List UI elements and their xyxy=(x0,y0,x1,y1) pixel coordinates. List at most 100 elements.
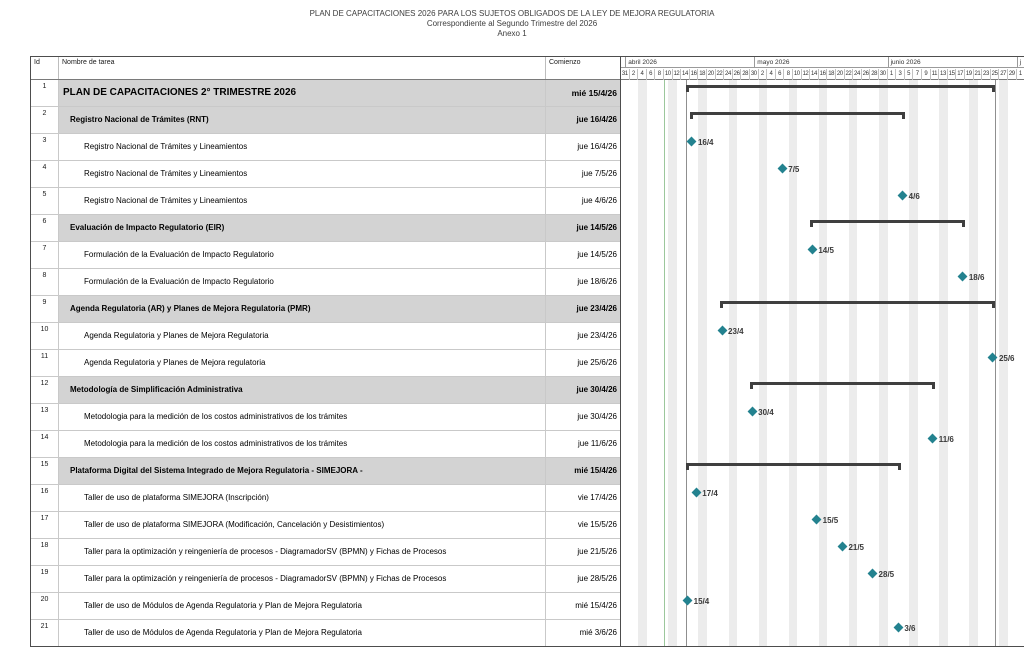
task-start-cell: jue 14/5/26 xyxy=(546,215,620,241)
report-annex: Anexo 1 xyxy=(497,29,527,38)
task-row: 21 Taller de uso de Módulos de Agenda Reg… xyxy=(31,620,620,646)
day-tick: 22 xyxy=(716,69,725,80)
day-tick: 27 xyxy=(999,69,1008,80)
day-tick: 8 xyxy=(784,69,793,80)
task-row: 16 Taller de uso de plataforma SIMEJORA (… xyxy=(31,485,620,512)
task-row: 18 Taller para la optimización y reingeni… xyxy=(31,539,620,566)
task-name-cell: Metodologia para la medición de los cost… xyxy=(59,431,546,457)
task-row: 2 Registro Nacional de Trámites (RNT) jue … xyxy=(31,107,620,134)
task-row: 19 Taller para la optimización y reingeni… xyxy=(31,566,620,593)
milestone-date-label: 16/4 xyxy=(697,137,714,147)
task-name-cell: Agenda Regulatoria y Planes de Mejora re… xyxy=(59,350,546,376)
task-row: 13 Metodologia para la medición de los co… xyxy=(31,404,620,431)
milestone-diamond xyxy=(957,271,968,282)
day-tick: 30 xyxy=(879,69,888,80)
day-tick: 21 xyxy=(974,69,983,80)
task-name-cell: Evaluación de Impacto Regulatorio (EIR) xyxy=(59,215,546,241)
milestone-date-label: 28/5 xyxy=(878,569,895,579)
task-start-cell: vie 17/4/26 xyxy=(577,493,617,502)
task-id-cell: 20 xyxy=(31,593,59,619)
task-table: Id Nombre de tarea Comienzo 1 PLAN DE CAP… xyxy=(30,56,621,647)
day-tick: 1 xyxy=(888,69,897,80)
weekend-stripe xyxy=(848,80,858,646)
task-row: 10 Agenda Regulatoria y Planes de Mejora … xyxy=(31,323,620,350)
task-id-cell: 10 xyxy=(31,323,59,349)
weekend-stripe xyxy=(939,80,948,646)
day-tick: 31 xyxy=(621,69,630,80)
day-tick: 26 xyxy=(733,69,742,80)
weekend-stripe xyxy=(879,80,888,646)
task-id-cell: 7 xyxy=(31,242,59,268)
day-tick: 22 xyxy=(845,69,854,80)
milestone-diamond xyxy=(897,190,908,201)
task-name-cell: Metodologia para la medición de los cost… xyxy=(59,404,546,430)
milestone-diamond xyxy=(686,136,697,147)
day-tick: 1 xyxy=(1017,69,1024,80)
task-name-cell: Taller para la optimización y reingenier… xyxy=(59,566,546,592)
project-finish-line xyxy=(995,80,997,646)
day-tick: 6 xyxy=(776,69,785,80)
task-name-cell: Taller para la optimización y reingenier… xyxy=(59,539,546,565)
milestone-date-label: 4/6 xyxy=(908,191,920,201)
task-row: 5 Registro Nacional de Trámites y Lineami… xyxy=(31,188,620,215)
task-start-cell: jue 30/4/26 xyxy=(546,377,620,403)
weekend-stripe xyxy=(999,80,1008,646)
task-start-cell: jue 23/4/26 xyxy=(577,331,617,340)
summary-bar xyxy=(750,382,935,389)
task-id-cell: 9 xyxy=(31,296,59,322)
weekend-stripe xyxy=(728,80,738,646)
month-label: junio 2026 xyxy=(887,57,1017,68)
milestone-date-label: 18/6 xyxy=(968,272,985,282)
gantt-timescale-header: abril 2026 mayo 2026 junio 2026 j 31 2 4 6 8 10 1… xyxy=(621,57,1024,80)
day-tick: 23 xyxy=(982,69,991,80)
milestone-date-label: 11/6 xyxy=(938,434,954,444)
month-label: mayo 2026 xyxy=(754,57,887,68)
task-start-cell: mié 15/4/26 xyxy=(546,458,620,484)
milestone-diamond xyxy=(717,325,727,336)
milestone-diamond xyxy=(682,595,693,606)
day-tick: 13 xyxy=(939,69,948,80)
task-name-cell: Registro Nacional de Trámites y Lineamie… xyxy=(59,161,546,187)
day-tick: 3 xyxy=(896,69,905,80)
milestone-date-label: 14/5 xyxy=(818,245,834,255)
summary-bar xyxy=(685,85,996,92)
task-row: 20 Taller de uso de Módulos de Agenda Reg… xyxy=(31,593,620,620)
task-id-cell: 13 xyxy=(31,404,59,430)
day-tick: 28 xyxy=(741,69,750,80)
task-name-cell: Taller de uso de Módulos de Agenda Regul… xyxy=(59,593,546,619)
task-start-cell: mié 15/4/26 xyxy=(575,601,617,610)
task-id-cell: 8 xyxy=(31,269,59,295)
task-row: 3 Registro Nacional de Trámites y Lineami… xyxy=(31,134,620,161)
weekend-stripe xyxy=(758,80,768,646)
weekend-stripe xyxy=(909,80,918,646)
task-name-cell: Registro Nacional de Trámites y Lineamie… xyxy=(59,188,546,214)
task-table-header: Id Nombre de tarea Comienzo xyxy=(31,57,620,80)
milestone-date-label: 25/6 xyxy=(998,353,1015,363)
day-tick: 10 xyxy=(793,69,802,80)
milestone-diamond xyxy=(747,406,758,417)
day-tick: 9 xyxy=(922,69,931,80)
task-name-cell: Taller de uso de plataforma SIMEJORA (Mo… xyxy=(59,512,546,538)
task-id-cell: 17 xyxy=(31,512,59,538)
task-row: 7 Formulación de la Evaluación de Impacto… xyxy=(31,242,620,269)
milestone-date-label: 21/5 xyxy=(848,542,865,552)
task-id-cell: 6 xyxy=(31,215,59,241)
task-row: 9 Agenda Regulatoria (AR) y Planes de Mej… xyxy=(31,296,620,323)
task-start-cell: jue 16/4/26 xyxy=(546,107,620,133)
day-tick: 10 xyxy=(664,69,673,80)
task-row: 14 Metodologia para la medición de los co… xyxy=(31,431,620,458)
summary-bar xyxy=(810,220,965,227)
milestone-diamond xyxy=(867,568,878,579)
task-name-cell: Formulación de la Evaluación de Impacto … xyxy=(59,269,546,295)
task-name-cell: Agenda Regulatoria (AR) y Planes de Mejo… xyxy=(59,296,546,322)
day-tick: 18 xyxy=(827,69,836,80)
milestone-date-label: 23/4 xyxy=(728,326,744,336)
task-name-cell: Formulación de la Evaluación de Impacto … xyxy=(59,242,546,268)
task-start-cell: mié 3/6/26 xyxy=(579,628,617,637)
day-tick: 24 xyxy=(724,69,733,80)
task-id-cell: 16 xyxy=(31,485,59,511)
weekend-stripe xyxy=(698,80,707,646)
day-tick: 14 xyxy=(681,69,690,80)
task-start-cell: jue 4/6/26 xyxy=(581,196,617,205)
task-id-cell: 21 xyxy=(31,620,59,646)
